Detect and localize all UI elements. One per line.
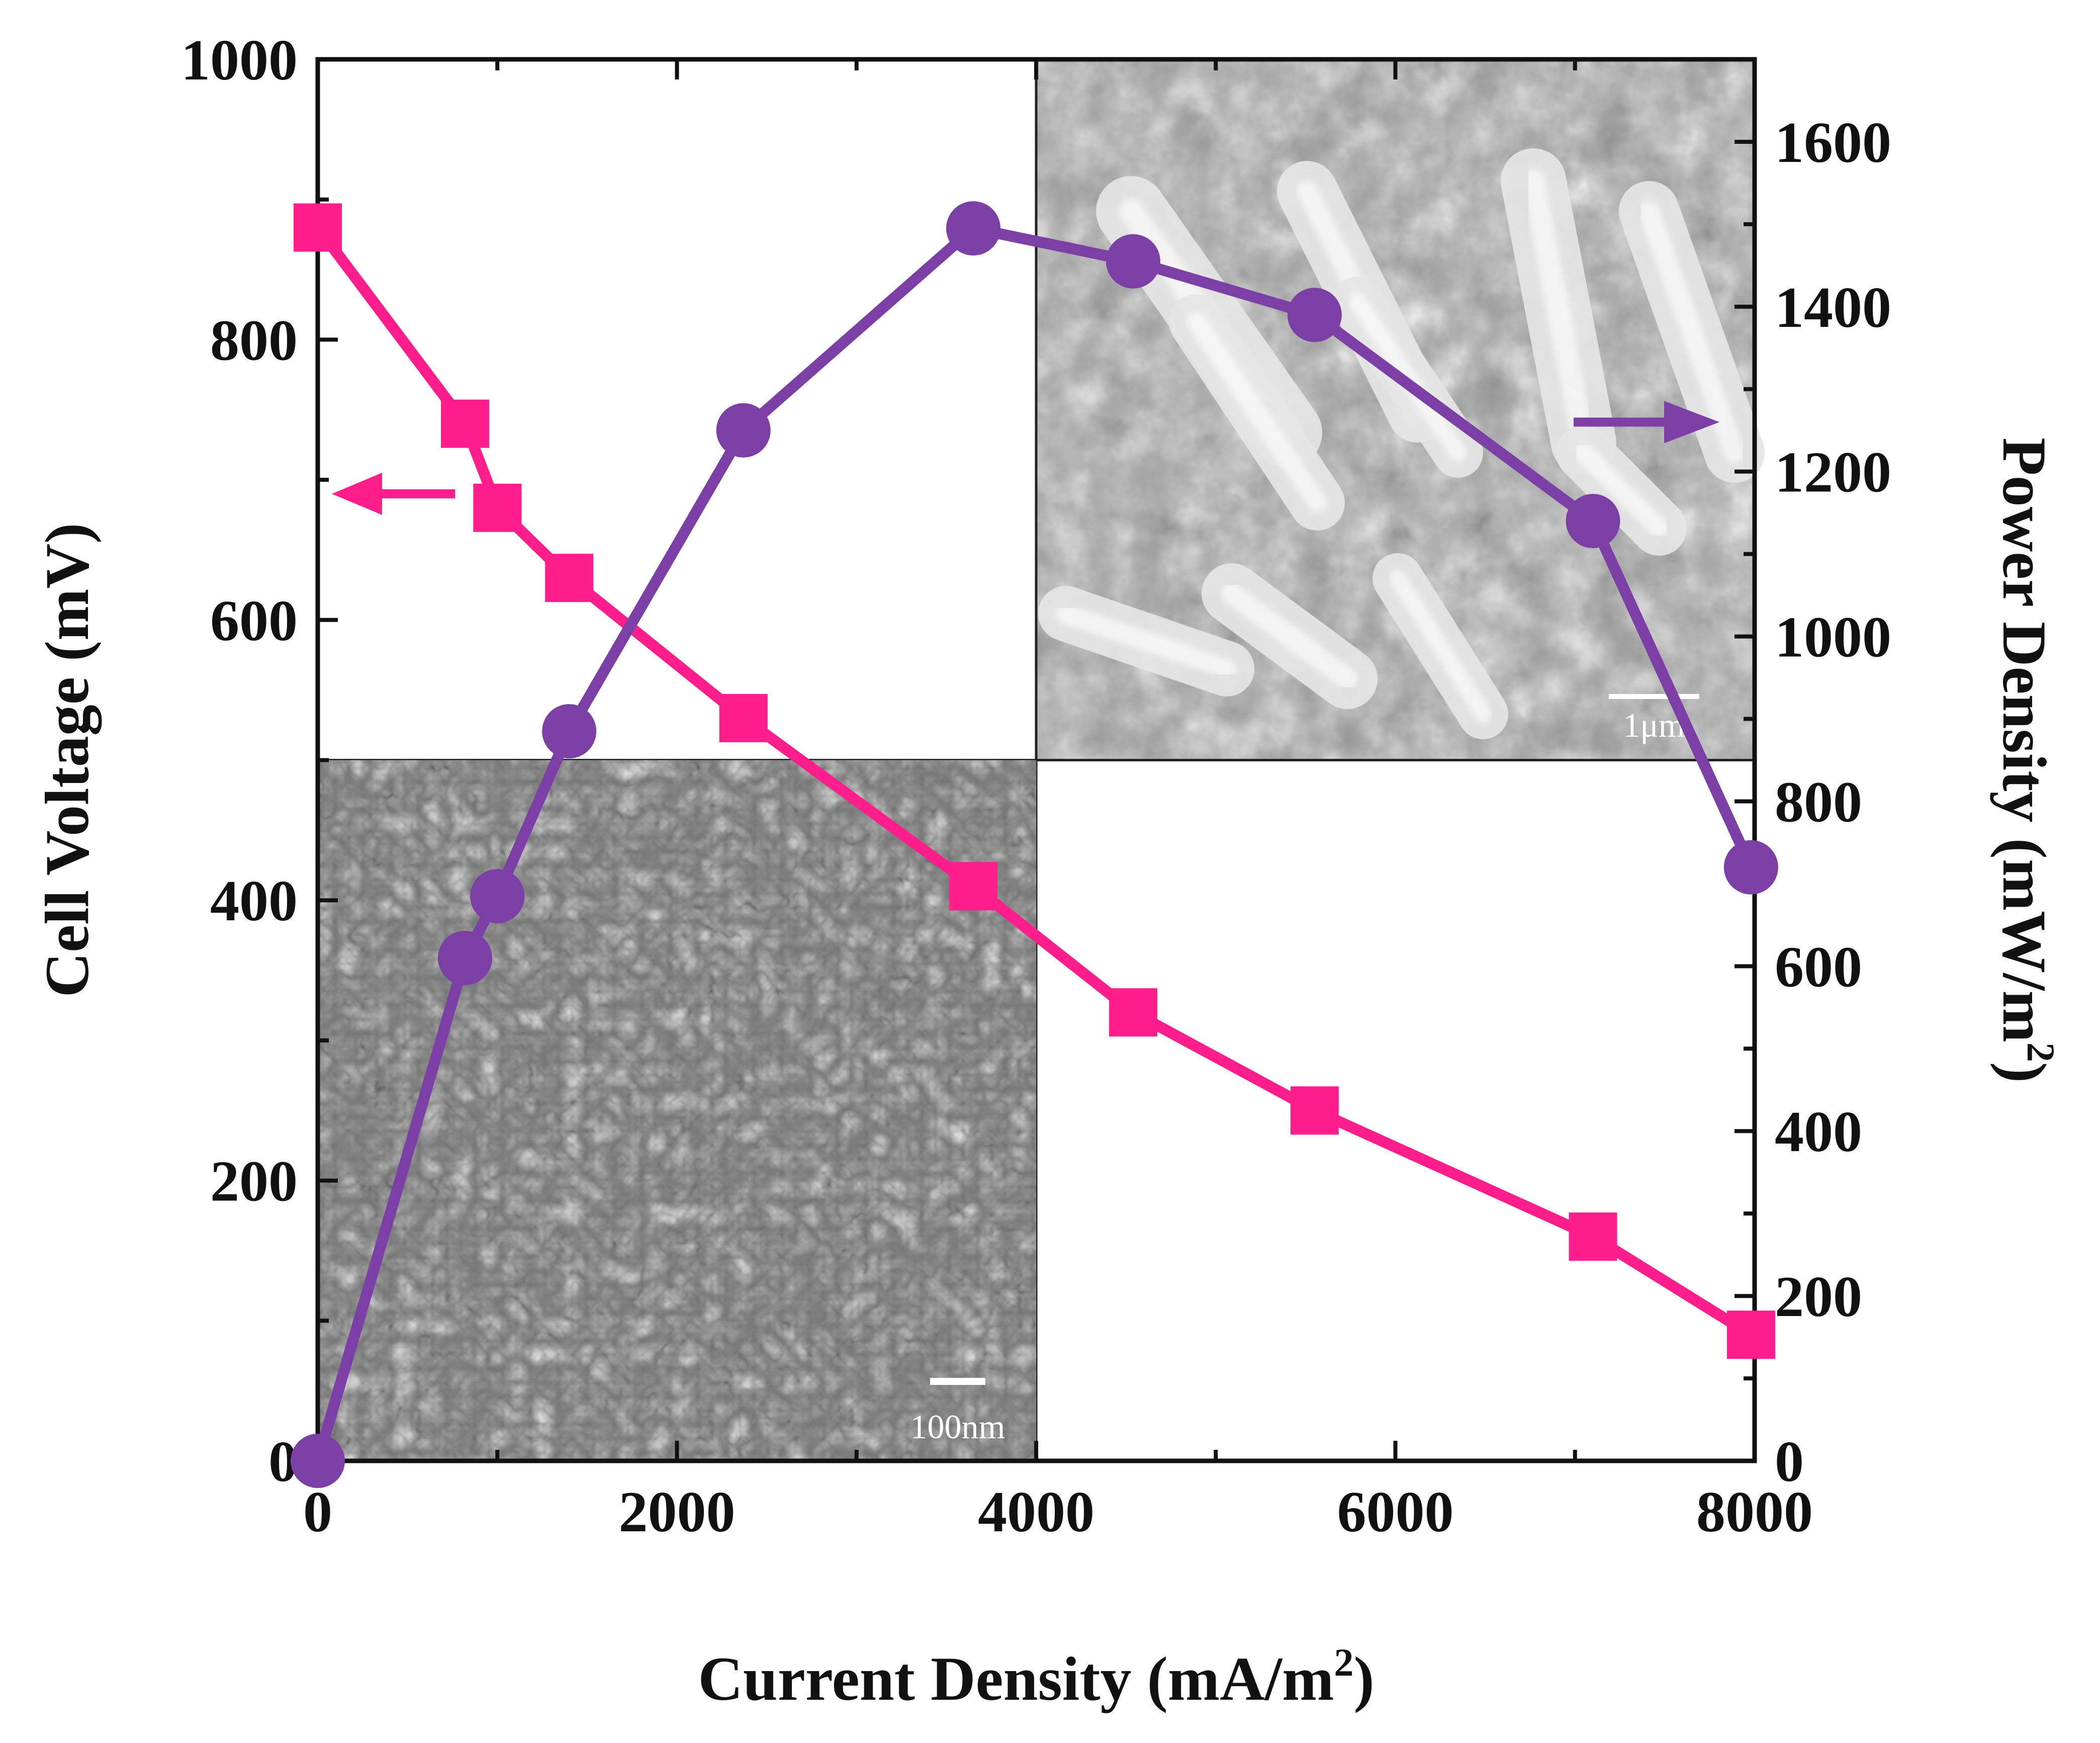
scale-bar-label: 100nm xyxy=(910,1408,1006,1446)
y-left-axis-title: Cell Voltage (mV) xyxy=(33,523,102,998)
scale-bar-line xyxy=(930,1378,985,1385)
x-axis-title: Current Density (mA/m2) xyxy=(698,1640,1374,1713)
sem-bacterium-highlight xyxy=(1056,603,1237,679)
y-right-tick-label: 600 xyxy=(1775,935,1862,999)
y-left-tick-label: 400 xyxy=(210,869,298,933)
data-point-circle xyxy=(437,930,492,985)
sem-bacterium-highlight xyxy=(1221,583,1358,689)
data-point-square xyxy=(294,203,342,252)
data-point-square xyxy=(719,693,768,742)
y-right-axis-title: Power Density (mW/m2) xyxy=(1990,438,2063,1083)
sem-inset-bacteria: 1μm xyxy=(318,59,1765,1461)
data-point-circle xyxy=(1723,840,1778,895)
y-right-tick-label: 800 xyxy=(1775,770,1862,834)
data-point-circle xyxy=(291,1434,345,1488)
data-point-square xyxy=(949,862,997,911)
arrow-right-to-power-axis xyxy=(1574,401,1719,444)
series-line xyxy=(313,224,1754,1340)
x-tick-label: 6000 xyxy=(1337,1480,1454,1544)
x-tick-label: 2000 xyxy=(619,1480,736,1544)
sem-bacterium-highlight xyxy=(1574,443,1669,538)
sem-inset-nanosheets-texture xyxy=(318,760,1036,1461)
data-point-square xyxy=(440,399,489,448)
arrow-left-to-voltage-axis xyxy=(332,472,455,515)
y-left-tick-label: 600 xyxy=(210,589,298,653)
sem-bacterium-highlight xyxy=(1638,201,1745,463)
y-left-tick-label: 200 xyxy=(210,1150,298,1214)
data-point-circle xyxy=(946,201,1000,256)
data-point-square xyxy=(473,483,522,532)
data-point-square xyxy=(1569,1212,1617,1261)
sem-bacterium-highlight xyxy=(1522,169,1595,454)
annotation-arrows xyxy=(332,401,1719,515)
y-right-tick-label: 1000 xyxy=(1775,605,1891,670)
data-point-square xyxy=(1726,1311,1775,1359)
y-right-tick-label: 200 xyxy=(1775,1265,1862,1329)
y-right-tick-label: 400 xyxy=(1775,1100,1862,1164)
y-right-tick-label: 0 xyxy=(1775,1430,1804,1494)
y-left-tick-label: 800 xyxy=(210,308,298,373)
axes: 0 2000 4000 6000 800002004006008001000020040… xyxy=(181,28,1891,1544)
series-power-density xyxy=(291,201,1778,1488)
data-point-square xyxy=(1109,988,1157,1037)
y-right-tick-label: 1600 xyxy=(1775,111,1891,175)
data-point-circle xyxy=(1566,494,1620,549)
sem-scale-bar-bottom: 100nm xyxy=(910,1378,1006,1446)
data-point-circle xyxy=(542,704,597,759)
x-tick-label: 0 xyxy=(303,1480,332,1544)
data-point-circle xyxy=(1106,234,1160,289)
x-tick-label: 8000 xyxy=(1696,1480,1813,1544)
data-point-circle xyxy=(470,869,525,924)
scale-bar-line xyxy=(1609,694,1699,699)
sem-bacterium-highlight xyxy=(1389,569,1492,723)
series-cell-voltage xyxy=(294,203,1775,1359)
sem-inset-nanosheets: 100nm xyxy=(318,760,1036,1461)
data-point-circle xyxy=(1287,288,1342,342)
data-point-square xyxy=(545,554,594,602)
x-tick-label: 4000 xyxy=(978,1480,1094,1544)
series-line xyxy=(312,223,1756,1463)
y-right-tick-label: 1200 xyxy=(1775,441,1891,505)
series-layer xyxy=(291,201,1778,1488)
data-point-square xyxy=(1290,1086,1339,1135)
y-left-tick-label: 1000 xyxy=(181,28,298,93)
arrow-head xyxy=(1664,401,1719,444)
arrow-head xyxy=(332,472,382,515)
data-point-circle xyxy=(716,403,771,458)
y-right-tick-label: 1400 xyxy=(1775,276,1891,340)
sem-bacterium-highlight xyxy=(1186,312,1327,513)
